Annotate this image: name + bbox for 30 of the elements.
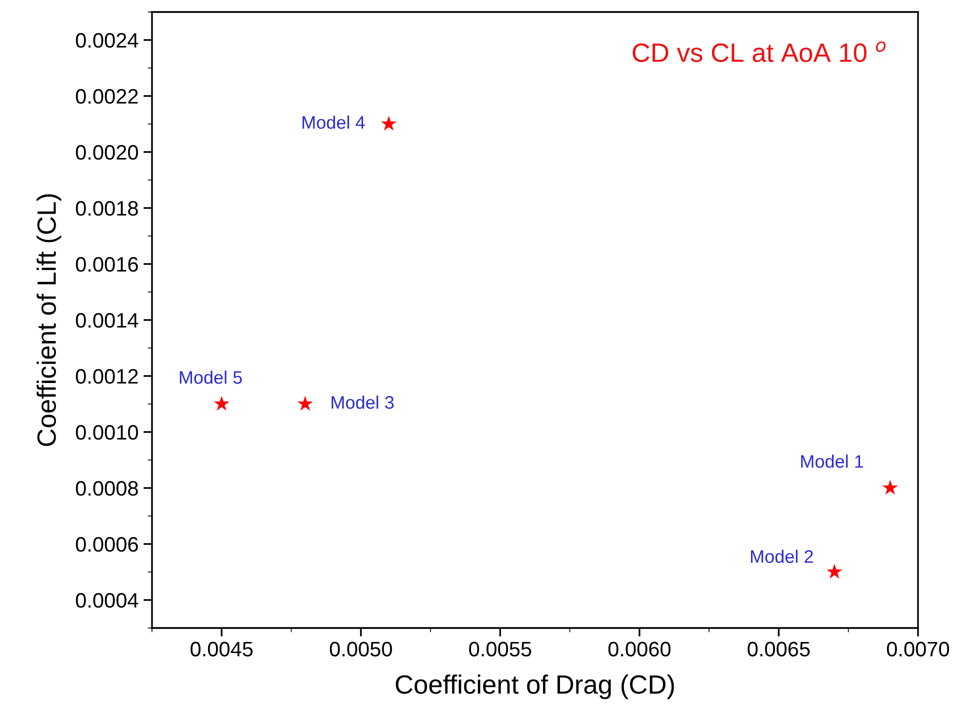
y-tick-label: 0.0022 bbox=[76, 89, 138, 104]
annotation: Model 5 bbox=[180, 370, 242, 384]
annotation: Model 2 bbox=[751, 550, 813, 563]
point bbox=[297, 396, 314, 411]
point bbox=[214, 396, 230, 411]
y-axis-title: Coefficient of Lift (CL) bbox=[36, 194, 62, 446]
y-tick-label: 0.0024 bbox=[76, 33, 138, 48]
point bbox=[826, 564, 842, 579]
y-tick-label: 0.0020 bbox=[76, 145, 138, 160]
y-tick-label: 0.0008 bbox=[76, 481, 138, 496]
y-tick-label: 0.0016 bbox=[76, 257, 138, 272]
x-tick-label: 0.0055 bbox=[469, 642, 532, 656]
x-tick-label: 0.0045 bbox=[190, 642, 253, 656]
x-axis-title: Coefficient of Drag (CD) bbox=[396, 674, 674, 700]
y-tick-label: 0.0014 bbox=[76, 313, 138, 328]
x-tick-label: 0.0060 bbox=[608, 642, 671, 656]
point bbox=[882, 480, 898, 495]
x-tick-label: 0.0070 bbox=[886, 642, 950, 656]
annotation: Model 3 bbox=[332, 396, 394, 409]
annotation: Model 1 bbox=[801, 454, 864, 468]
x-tick-label: 0.0065 bbox=[748, 642, 810, 656]
annotation: CD vs CL at AoA 10 $^{o}$ bbox=[632, 41, 886, 62]
y-tick-label: 0.0004 bbox=[76, 593, 138, 608]
annotation: Model 4 bbox=[302, 116, 365, 129]
y-tick-label: 0.0012 bbox=[76, 369, 138, 384]
y-tick-label: 0.0010 bbox=[76, 425, 138, 440]
x-tick-label: 0.0050 bbox=[330, 642, 392, 656]
y-tick-label: 0.0018 bbox=[76, 201, 138, 216]
point bbox=[380, 116, 397, 131]
y-tick-label: 0.0006 bbox=[76, 537, 138, 552]
